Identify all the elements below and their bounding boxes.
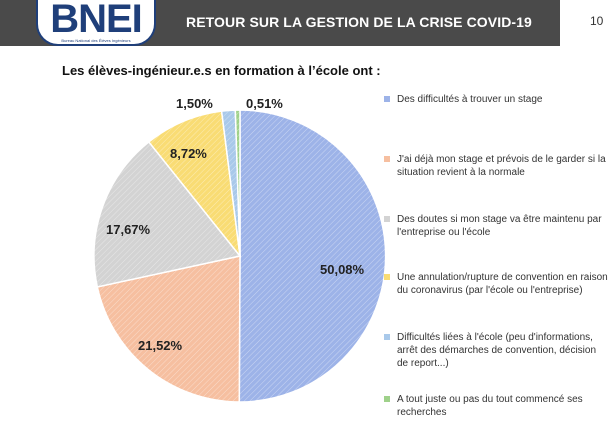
slice-value-label: 0,51% <box>246 96 283 111</box>
chart-title: Les élèves-ingénieur.e.s en formation à … <box>62 63 381 78</box>
legend-swatch <box>384 334 390 340</box>
pie-slice-texture-3 <box>94 141 241 287</box>
slice-value-label: 50,08% <box>320 262 365 277</box>
bnei-logo: BNEI Bureau National des Élèves Ingénieu… <box>36 0 156 46</box>
pie-slice-texture-2 <box>97 256 240 402</box>
legend-label: Une annulation/rupture de convention en … <box>397 272 608 296</box>
legend-item: Difficultés liées à l'école (peu d'infor… <box>384 331 608 370</box>
legend-item: J'ai déjà mon stage et prévois de le gar… <box>384 153 608 179</box>
pie-slice-texture-5 <box>221 110 240 256</box>
page-number: 10 <box>590 14 604 28</box>
legend-item: Une annulation/rupture de convention en … <box>384 271 608 297</box>
legend-label: Des difficultés à trouver un stage <box>397 94 543 105</box>
legend-label: J'ai déjà mon stage et prévois de le gar… <box>397 154 606 178</box>
header-bar: BNEI Bureau National des Élèves Ingénieu… <box>0 0 560 46</box>
legend-label: Difficultés liées à l'école (peu d'infor… <box>397 332 597 369</box>
legend-label: A tout juste ou pas du tout commencé ses… <box>397 394 583 418</box>
slice-value-label: 8,72% <box>170 146 207 161</box>
legend-label: Des doutes si mon stage va être maintenu… <box>397 214 602 238</box>
logo-text: BNEI <box>50 0 143 41</box>
pie-slice-texture-1 <box>239 110 386 403</box>
legend-swatch <box>384 216 390 222</box>
slice-value-label: 17,67% <box>106 222 151 237</box>
page-title: RETOUR SUR LA GESTION DE LA CRISE COVID-… <box>186 14 532 30</box>
legend-swatch <box>384 396 390 402</box>
legend-swatch <box>384 96 390 102</box>
legend-swatch <box>384 274 390 280</box>
legend-item: Des doutes si mon stage va être maintenu… <box>384 213 608 239</box>
slice-value-label: 1,50% <box>176 96 213 111</box>
pie-slice-texture-6 <box>235 109 240 257</box>
legend-item: A tout juste ou pas du tout commencé ses… <box>384 393 608 419</box>
legend-item: Des difficultés à trouver un stage <box>384 93 608 106</box>
pie-slice-texture-4 <box>148 111 240 256</box>
logo-subtitle: Bureau National des Élèves Ingénieurs <box>61 38 131 43</box>
legend-swatch <box>384 156 390 162</box>
slice-value-label: 21,52% <box>138 338 183 353</box>
